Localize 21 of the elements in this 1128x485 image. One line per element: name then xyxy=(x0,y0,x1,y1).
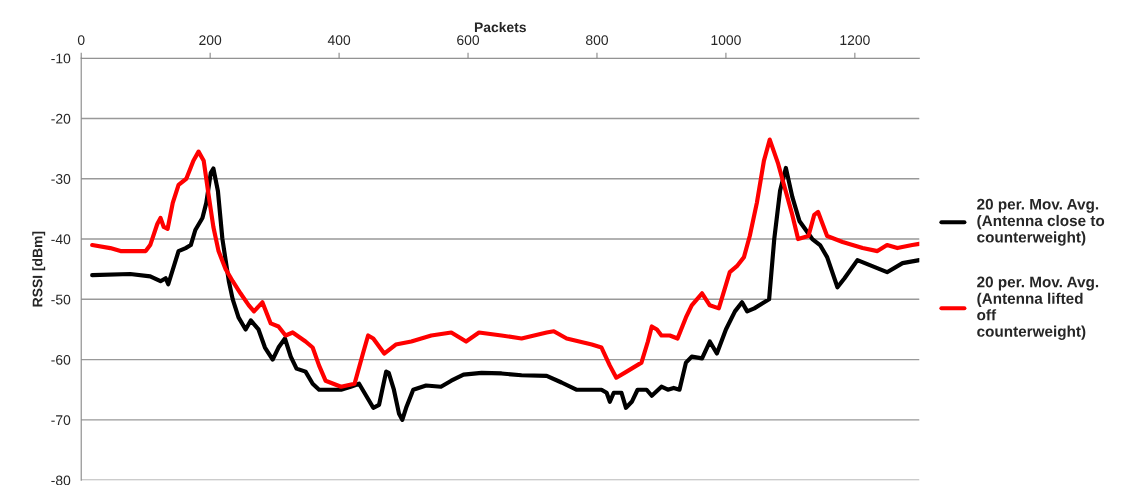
y-axis-title: RSSI [dBm] xyxy=(32,231,46,307)
x-tick-label: 200 xyxy=(199,35,222,46)
x-tick-label: 800 xyxy=(585,35,609,46)
x-tick-label: 600 xyxy=(457,35,480,46)
y-tick-label: -40 xyxy=(51,234,71,245)
legend-label: 20 per. Mov. Avg. (Antenna lifted off counterweight) xyxy=(977,276,1099,340)
y-tick-label: -10 xyxy=(51,53,71,64)
x-tick-label: 1000 xyxy=(711,35,741,46)
y-tick-label: -70 xyxy=(51,415,71,426)
x-axis-title: Packets xyxy=(474,21,526,33)
x-tick-label: 400 xyxy=(327,35,351,46)
line-series xyxy=(90,165,920,422)
y-tick-label: -50 xyxy=(51,294,71,305)
y-tick-label: -20 xyxy=(51,113,71,124)
y-tick-label: -60 xyxy=(51,354,71,365)
y-tick-label: -30 xyxy=(51,174,71,184)
x-tick-label: 0 xyxy=(77,35,85,46)
line-series xyxy=(90,137,920,389)
legend-label: 20 per. Mov. Avg. (Antenna close to counterweight) xyxy=(977,198,1105,246)
y-tick-label: -80 xyxy=(51,475,71,485)
x-tick-label: 1200 xyxy=(840,35,870,46)
